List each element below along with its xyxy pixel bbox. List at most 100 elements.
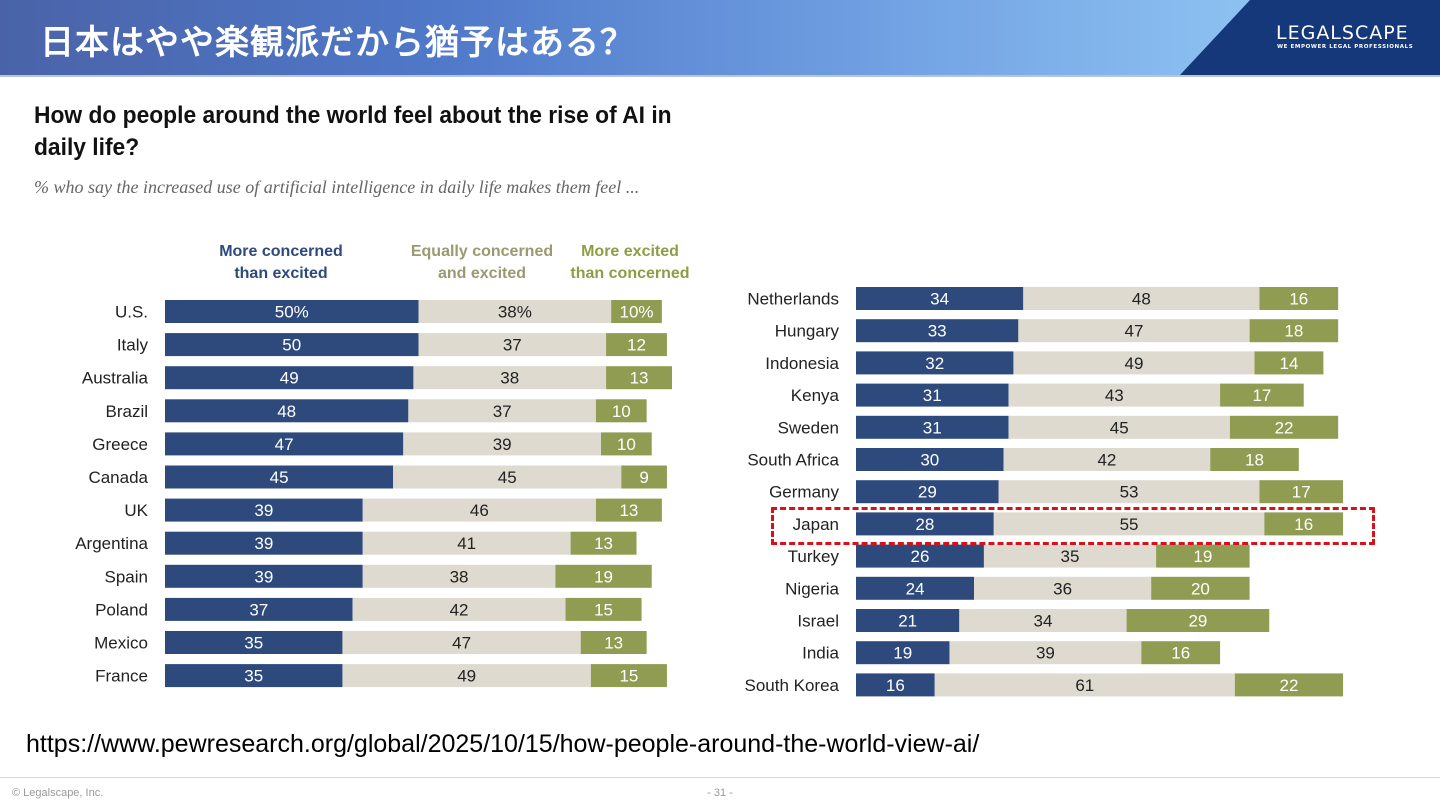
data-label-equal: 42 [450,600,469,619]
header-divider [0,75,1440,77]
data-label-concerned: 35 [244,634,263,653]
legend-equal: Equally concerned and excited [398,241,566,285]
data-label-equal: 38 [450,567,469,586]
data-label-concerned: 16 [886,676,905,695]
bar-row-poland: Poland 37 42 15 [95,597,642,621]
bar-row-south-africa: South Africa 30 42 18 [747,448,1299,471]
chart-panel-left: U.S. 50% 38% 10% Italy 50 37 12 Australia 49 38 13 B… [75,300,672,688]
chart-title: How do people around the world feel abou… [34,102,672,161]
bar-row-italy: Italy 50 37 12 [117,333,667,357]
legalscape-logo: LEGALSCAPE [1276,22,1409,44]
data-label-concerned: 31 [923,418,942,437]
chart-subtitle: % who say the increased use of artificia… [34,177,640,197]
bar-row-netherlands: Netherlands 34 48 16 [747,287,1339,310]
bar-segment-excited [1249,319,1339,343]
category-label: Hungary [775,322,840,341]
data-label-concerned: 28 [915,515,934,534]
bar-segment-concerned [856,480,999,504]
data-label-concerned: 39 [254,534,273,553]
data-label-excited: 13 [604,634,623,653]
data-label-excited: 20 [1191,579,1210,598]
legend-excited-line1: More excited [581,243,679,260]
category-label: France [95,667,148,686]
data-label-concerned: 47 [275,435,294,454]
bar-segment-equal [393,465,622,489]
bar-segment-concerned [856,351,1014,375]
bar-segment-excited [565,597,642,621]
bar-segment-equal [1023,287,1260,310]
bar-segment-concerned [165,498,363,522]
bar-row-canada: Canada 45 45 9 [88,465,667,489]
bar-row-france: France 35 49 15 [95,664,667,688]
data-label-equal: 36 [1053,579,1072,598]
data-label-equal: 35 [1061,547,1080,566]
bar-row-turkey: Turkey 26 35 19 [788,544,1250,568]
legend-equal-line2: and excited [437,265,527,282]
data-label-equal: 45 [498,468,517,487]
data-label-concerned: 49 [280,369,299,388]
bar-segment-excited [555,564,652,588]
data-label-excited: 18 [1245,451,1264,470]
data-label-equal: 42 [1097,451,1116,470]
data-label-excited: 10% [619,303,653,322]
bar-segment-concerned [165,432,404,456]
data-label-concerned: 50 [282,336,301,355]
bar-row-indonesia: Indonesia 32 49 14 [765,351,1324,375]
data-label-equal: 41 [457,534,476,553]
bar-segment-equal [342,631,581,654]
data-label-equal: 49 [457,667,476,686]
data-label-equal: 38% [498,303,532,322]
bar-segment-concerned [165,664,343,688]
data-label-concerned: 24 [906,579,925,598]
bar-segment-equal [1008,383,1221,407]
source-url-link[interactable]: https://www.pewresearch.org/global/2025/… [26,730,980,758]
bar-segment-excited [1220,383,1304,407]
bar-segment-equal [983,544,1157,568]
data-label-excited: 16 [1294,515,1313,534]
bar-row-argentina: Argentina 39 41 13 [75,531,637,555]
bar-segment-concerned [856,383,1009,407]
data-label-excited: 9 [639,468,648,487]
bar-segment-equal [998,480,1260,504]
bar-segment-equal [959,609,1127,632]
bar-segment-equal [408,399,596,423]
category-label: U.S. [115,303,148,322]
page-number: - 31 - [707,787,733,799]
data-label-excited: 17 [1252,386,1271,405]
data-label-equal: 49 [1125,354,1144,373]
bar-segment-equal [362,564,556,588]
legend-excited: More excited than concerned [560,241,700,285]
bar-segment-equal [1003,448,1211,471]
data-label-excited: 13 [630,369,649,388]
data-label-equal: 38 [500,369,519,388]
bar-segment-excited [606,366,672,390]
category-label: Netherlands [747,290,839,309]
bar-segment-concerned [165,531,363,555]
bar-segment-excited [1259,480,1344,504]
bar-segment-concerned [856,287,1024,310]
data-label-equal: 37 [493,402,512,421]
bar-segment-excited [570,531,637,555]
data-label-excited: 13 [594,534,613,553]
data-label-concerned: 32 [925,354,944,373]
footer-divider [0,777,1440,778]
category-label: South Africa [747,451,839,470]
category-label: Indonesia [765,354,839,373]
bar-segment-concerned [165,631,343,654]
data-label-equal: 46 [470,501,489,520]
data-label-concerned: 29 [918,483,937,502]
bar-segment-equal [993,512,1265,536]
data-label-excited: 22 [1279,676,1298,695]
legend-concerned: More concerned than excited [196,241,366,285]
data-label-concerned: 26 [910,547,929,566]
data-label-equal: 47 [1125,322,1144,341]
bar-segment-concerned [165,333,419,357]
data-label-equal: 48 [1132,290,1151,309]
data-label-excited: 16 [1171,644,1190,663]
bar-segment-excited [595,498,662,522]
logo-tagline: WE EMPOWER LEGAL PROFESSIONALS [1277,44,1414,50]
bar-segment-concerned [856,319,1019,343]
bar-row-kenya: Kenya 31 43 17 [791,383,1304,407]
data-label-excited: 14 [1279,354,1298,373]
footer-copyright: © Legalscape, Inc. [12,787,104,799]
